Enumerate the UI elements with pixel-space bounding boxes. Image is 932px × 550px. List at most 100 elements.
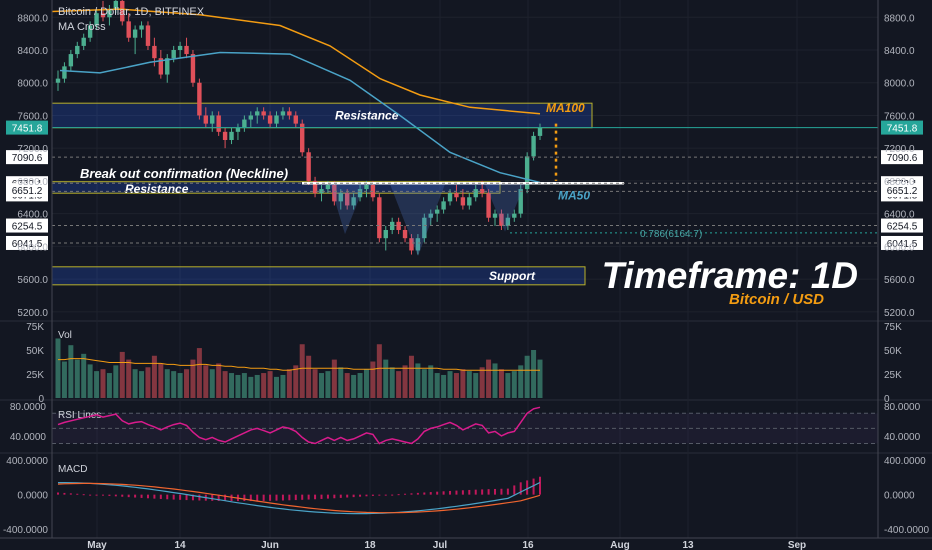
volume-bar — [55, 338, 61, 398]
macd-histogram-bar — [494, 488, 497, 495]
price-label-left: 7451.8 — [12, 124, 43, 135]
macd-histogram-bar — [153, 494, 156, 499]
macd-histogram-bar — [134, 494, 137, 498]
volume-bar — [274, 376, 280, 398]
volume-bar — [460, 369, 466, 398]
candle-body — [454, 193, 459, 198]
candle-body — [210, 115, 215, 124]
volume-bar — [61, 361, 67, 398]
candle-body — [434, 209, 440, 214]
volume-bar — [145, 367, 151, 398]
macd-histogram-bar — [455, 490, 458, 495]
volume-bar — [68, 345, 74, 398]
macd-histogram-bar — [436, 491, 439, 495]
volume-bar — [100, 369, 106, 398]
candle-body — [75, 45, 80, 55]
vol-tick-left: 25K — [26, 370, 44, 381]
rsi-tick-left: 40.0000 — [10, 432, 47, 443]
price-label-right: 6651.2 — [887, 186, 918, 197]
macd-histogram-bar — [365, 494, 368, 497]
macd-histogram-bar — [506, 488, 509, 495]
candle-body — [197, 82, 202, 116]
macd-histogram-bar — [359, 494, 362, 497]
candle-body — [100, 13, 106, 18]
macd-histogram-bar — [481, 489, 484, 495]
price-label-left: 7090.6 — [12, 153, 43, 164]
macd-histogram-bar — [410, 493, 413, 495]
rsi-pane: 80.0000 80.0000 40.0000 40.0000 RSI Lines — [10, 402, 921, 445]
candle-body — [524, 156, 530, 190]
price-tick-right: 7600.0 — [884, 111, 915, 122]
candle-body — [139, 25, 144, 30]
time-tick: Aug — [610, 540, 629, 550]
candle-body — [280, 111, 286, 116]
candle-body — [486, 193, 491, 218]
volume-bar — [486, 359, 492, 398]
macd-histogram-bar — [57, 492, 59, 495]
volume-bar — [74, 359, 80, 398]
volume-bar — [222, 371, 228, 398]
macd-histogram-bar — [108, 494, 111, 496]
ma100-label: MA100 — [546, 101, 585, 115]
candle-body — [441, 201, 446, 210]
macd-histogram-bar — [166, 494, 169, 500]
macd-histogram-bar — [404, 493, 407, 495]
neckline-label: Break out confirmation (Neckline) — [80, 166, 288, 181]
vol-tick-right: 25K — [884, 370, 902, 381]
candle-body — [81, 37, 86, 46]
candle-body — [447, 193, 453, 202]
volume-bar — [254, 374, 260, 398]
volume-bar — [261, 373, 267, 398]
volume-bar — [338, 367, 344, 398]
volume-bar — [357, 373, 363, 398]
volume-bar — [87, 364, 93, 398]
candle-body — [267, 115, 273, 124]
indicator-name: MA Cross — [58, 21, 106, 33]
candle-body — [518, 189, 523, 214]
macd-histogram-bar — [211, 494, 214, 501]
candle-body — [62, 66, 67, 79]
volume-bar — [94, 371, 100, 398]
volume-bar — [235, 374, 241, 398]
price-label-left: 6041.5 — [12, 239, 43, 250]
macd-tick-right: 400.0000 — [884, 456, 926, 467]
volume-bar — [447, 371, 453, 398]
volume-bar — [113, 365, 119, 398]
macd-histogram-bar — [346, 494, 349, 498]
price-label-right: 7451.8 — [887, 124, 918, 135]
time-tick: Jun — [261, 540, 279, 550]
volume-bar — [216, 363, 222, 398]
volume-bar — [505, 373, 511, 398]
macd-histogram-bar — [378, 494, 381, 496]
volume-bar — [428, 365, 434, 398]
candle-body — [377, 197, 382, 239]
volume-bar — [184, 369, 190, 398]
candle-body — [396, 221, 401, 230]
volume-bar — [383, 359, 389, 398]
price-tick-left: 6800.0 — [17, 177, 48, 188]
macd-signal-line — [57, 482, 541, 514]
candle-body — [409, 238, 414, 251]
macd-histogram-bar — [172, 494, 175, 500]
macd-histogram-bar — [224, 494, 227, 502]
price-tick-right: 8000.0 — [884, 79, 915, 90]
macd-histogram-bar — [185, 494, 188, 501]
volume-bar — [396, 371, 402, 398]
volume-bar — [479, 367, 485, 398]
macd-histogram-bar — [391, 494, 394, 496]
moving-averages: MA100 MA50 — [51, 8, 590, 203]
price-tick-right: 5200.0 — [884, 308, 915, 319]
macd-histogram-bar — [397, 494, 400, 496]
price-tick-left: 6400.0 — [17, 210, 48, 221]
price-tick-left: 8400.0 — [17, 46, 48, 57]
price-label-box-right — [881, 235, 923, 250]
macd-histogram-bar — [474, 489, 477, 495]
timeframe-title: Timeframe: 1D — [601, 255, 858, 296]
price-label-right: 6041.5 — [887, 239, 918, 250]
candle-body — [319, 189, 324, 194]
timeframe-subtitle: Bitcoin / USD — [728, 291, 824, 308]
macd-histogram-bar — [230, 494, 233, 502]
